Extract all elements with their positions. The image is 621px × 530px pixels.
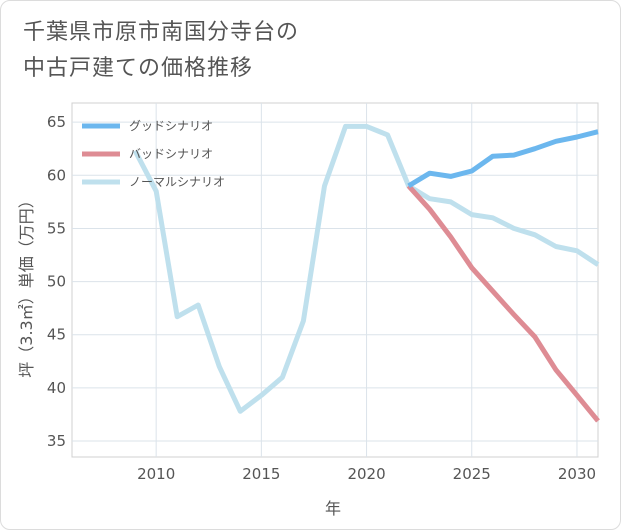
legend-label-1: バッドシナリオ [129,147,213,161]
legend-label-0: グッドシナリオ [129,119,213,133]
x-tick-label: 2025 [453,465,491,483]
plot-area [71,102,599,458]
y-tick-label: 55 [47,219,66,237]
series-line-1 [406,184,600,423]
x-tick-label: 2015 [242,465,280,483]
series-line-0 [407,129,599,189]
x-tick-label: 2020 [347,465,385,483]
y-tick-label: 65 [47,113,66,131]
x-tick-labels: 2010 2015 2020 2025 2030 [137,465,596,483]
y-tick-labels: 35 40 45 50 55 60 65 [47,113,66,450]
series-lines [132,123,600,423]
x-tick-label: 2010 [137,465,175,483]
y-tick-label: 35 [47,432,66,450]
chart-title-line1: 千葉県市原市南国分寺台の [23,20,300,45]
y-tick-label: 50 [47,273,66,291]
y-tick-label: 45 [47,326,66,344]
y-tick-label: 40 [47,379,66,397]
x-tick-label: 2030 [558,465,596,483]
chart-title: 千葉県市原市南国分寺台の 中古戸建ての価格推移 [23,15,583,87]
chart-title-line2: 中古戸建ての価格推移 [23,56,254,81]
y-tick-label: 60 [47,166,66,184]
series-line-2 [132,123,600,414]
legend-label-2: ノーマルシナリオ [129,175,225,189]
x-axis-label: 年 [325,499,341,518]
y-axis-label: 坪（3.3㎡）単価（万円） [17,192,36,377]
